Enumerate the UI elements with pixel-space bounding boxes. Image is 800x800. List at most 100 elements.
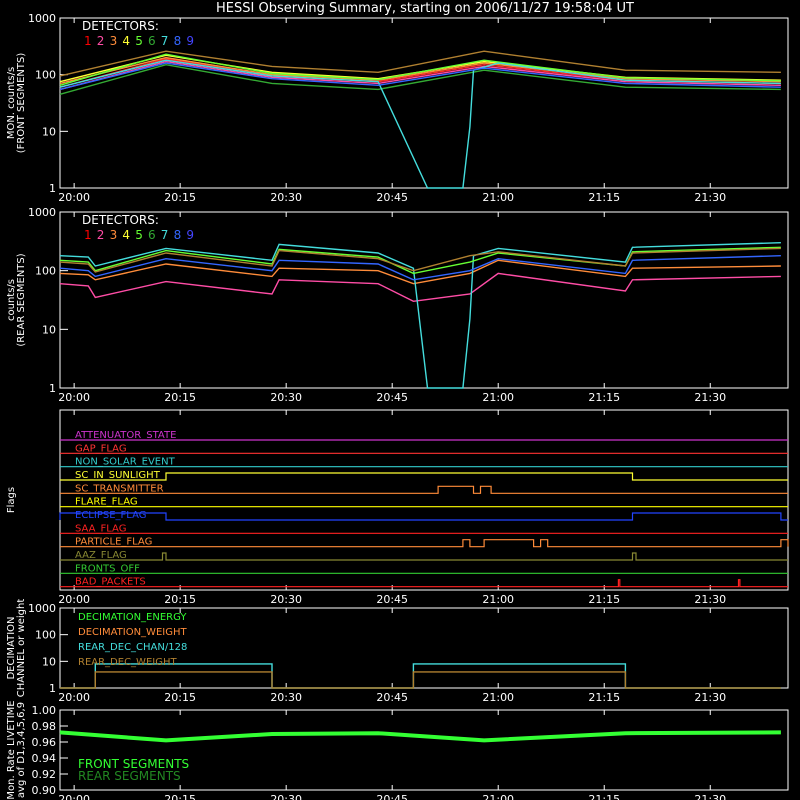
front-y-axis-label: MON. counts/s [6, 67, 17, 139]
front-x-tick-label: 21:15 [588, 191, 620, 204]
front-x-tick-label: 20:15 [164, 191, 196, 204]
flag-line [59, 512, 788, 521]
front-y-tick-label: 10 [42, 125, 56, 138]
decimation-x-tick-label: 20:45 [376, 691, 408, 704]
rear-x-tick-label: 21:30 [694, 391, 726, 404]
rear-series-line [59, 259, 781, 285]
rear-y-axis-label: (REAR SEGMENTS) [16, 253, 27, 346]
rear-legend-number: 2 [97, 228, 105, 242]
livetime-y-tick-label: 0.90 [32, 784, 57, 797]
front-x-tick-label: 21:30 [694, 191, 726, 204]
front-legend-number: 1 [84, 34, 92, 48]
decimation-x-tick-label: 20:30 [270, 691, 302, 704]
decimation-y-tick-label: 1000 [28, 602, 56, 615]
front-legend-number: 7 [161, 34, 169, 48]
decimation-y-axis-label: DECIMATION [6, 616, 17, 679]
flag-label: GAP_FLAG [75, 443, 127, 454]
front-legend-number: 9 [186, 34, 194, 48]
decimation-x-tick-label: 21:15 [588, 691, 620, 704]
decimation-legend-entry: DECIMATION_ENERGY [78, 612, 187, 623]
flag-line [60, 485, 788, 494]
livetime-series-line [59, 730, 781, 743]
flags-x-tick-label: 20:00 [58, 593, 90, 606]
flag-label: ECLIPSE_FLAG [75, 510, 146, 521]
rear-series-line [59, 272, 781, 303]
flag-line [60, 579, 788, 588]
front-legend-title: DETECTORS: [82, 19, 159, 33]
front-y-axis-label: (FRONT SEGMENTS) [16, 53, 27, 154]
front-legend-number: 5 [135, 34, 143, 48]
flag-label: PARTICLE_FLAG [75, 537, 152, 548]
decimation-y-tick-label: 1 [49, 682, 56, 695]
rear-legend-number: 5 [135, 228, 143, 242]
rear-y-tick-label: 100 [35, 265, 56, 278]
rear-series-line [59, 255, 781, 281]
front-frame [59, 17, 789, 189]
livetime-x-tick-label: 20:30 [270, 793, 302, 800]
flag-label: NON_SOLAR_EVENT [75, 457, 176, 468]
flags-x-tick-label: 21:15 [588, 593, 620, 606]
rear-x-tick-label: 20:15 [164, 391, 196, 404]
rear-x-tick-label: 21:00 [482, 391, 514, 404]
rear-series-line [59, 242, 781, 389]
rear-x-tick-label: 20:45 [376, 391, 408, 404]
decimation-frame [59, 607, 789, 689]
livetime-y-tick-label: 0.94 [32, 752, 57, 765]
rear-y-tick-label: 1000 [28, 206, 56, 219]
rear-legend-number: 7 [161, 228, 169, 242]
rear-x-tick-label: 20:00 [58, 391, 90, 404]
flag-label: ATTENUATOR_STATE [75, 430, 176, 441]
rear-legend-number: 3 [110, 228, 118, 242]
livetime-legend-entry: FRONT SEGMENTS [78, 757, 189, 771]
livetime-x-tick-label: 20:00 [58, 793, 90, 800]
flags-x-tick-label: 20:30 [270, 593, 302, 606]
flags-x-tick-label: 21:00 [482, 593, 514, 606]
flag-label: BAD_PACKETS [75, 577, 146, 588]
decimation-legend-entry: REAR_DEC_WEIGHT [78, 657, 177, 668]
livetime-x-tick-label: 21:00 [482, 793, 514, 800]
rear-x-tick-label: 20:30 [270, 391, 302, 404]
flags-frame [59, 409, 789, 591]
livetime-x-tick-label: 20:45 [376, 793, 408, 800]
flag-label: SAA_FLAG [75, 523, 126, 534]
decimation-x-tick-label: 21:00 [482, 691, 514, 704]
decimation-x-tick-label: 21:30 [694, 691, 726, 704]
flag-label: FRONTS_OFF [75, 563, 140, 574]
rear-y-tick-label: 10 [42, 323, 56, 336]
flag-line [60, 539, 789, 548]
decimation-legend-entry: DECIMATION_WEIGHT [78, 627, 187, 638]
flag-label: FLARE_FLAG [75, 497, 138, 508]
front-legend-number: 4 [122, 34, 130, 48]
rear-frame [59, 211, 789, 389]
flag-label: SC_IN_SUNLIGHT [75, 470, 161, 481]
livetime-y-tick-label: 0.96 [32, 736, 57, 749]
livetime-y-tick-label: 0.92 [32, 768, 57, 781]
rear-legend-number: 8 [174, 228, 182, 242]
livetime-x-tick-label: 21:15 [588, 793, 620, 800]
front-series-line [59, 62, 781, 91]
rear-legend-number: 1 [84, 228, 92, 242]
rear-y-axis-label: counts/s [6, 279, 17, 321]
front-x-tick-label: 21:00 [482, 191, 514, 204]
livetime-y-tick-label: 0.98 [32, 720, 57, 733]
decimation-legend-entry: REAR_DEC_CHAN/128 [78, 642, 187, 653]
rear-x-tick-label: 21:15 [588, 391, 620, 404]
front-legend-number: 8 [174, 34, 182, 48]
front-x-tick-label: 20:45 [376, 191, 408, 204]
front-series-line [59, 59, 781, 189]
flags-x-tick-label: 20:45 [376, 593, 408, 606]
flag-line [60, 552, 788, 561]
livetime-y-tick-label: 1.00 [32, 704, 57, 717]
rear-legend-title: DETECTORS: [82, 213, 159, 227]
decimation-y-tick-label: 100 [35, 629, 56, 642]
rear-y-tick-label: 1 [49, 382, 56, 395]
decimation-series-line [60, 671, 781, 689]
rear-legend-number: 4 [122, 228, 130, 242]
flags-x-tick-label: 20:15 [164, 593, 196, 606]
flags-y-axis-label: Flags [6, 487, 17, 513]
livetime-x-tick-label: 21:30 [694, 793, 726, 800]
front-series-line [59, 63, 781, 95]
livetime-frame [59, 709, 789, 791]
chart-title: HESSI Observing Summary, starting on 200… [216, 1, 634, 16]
